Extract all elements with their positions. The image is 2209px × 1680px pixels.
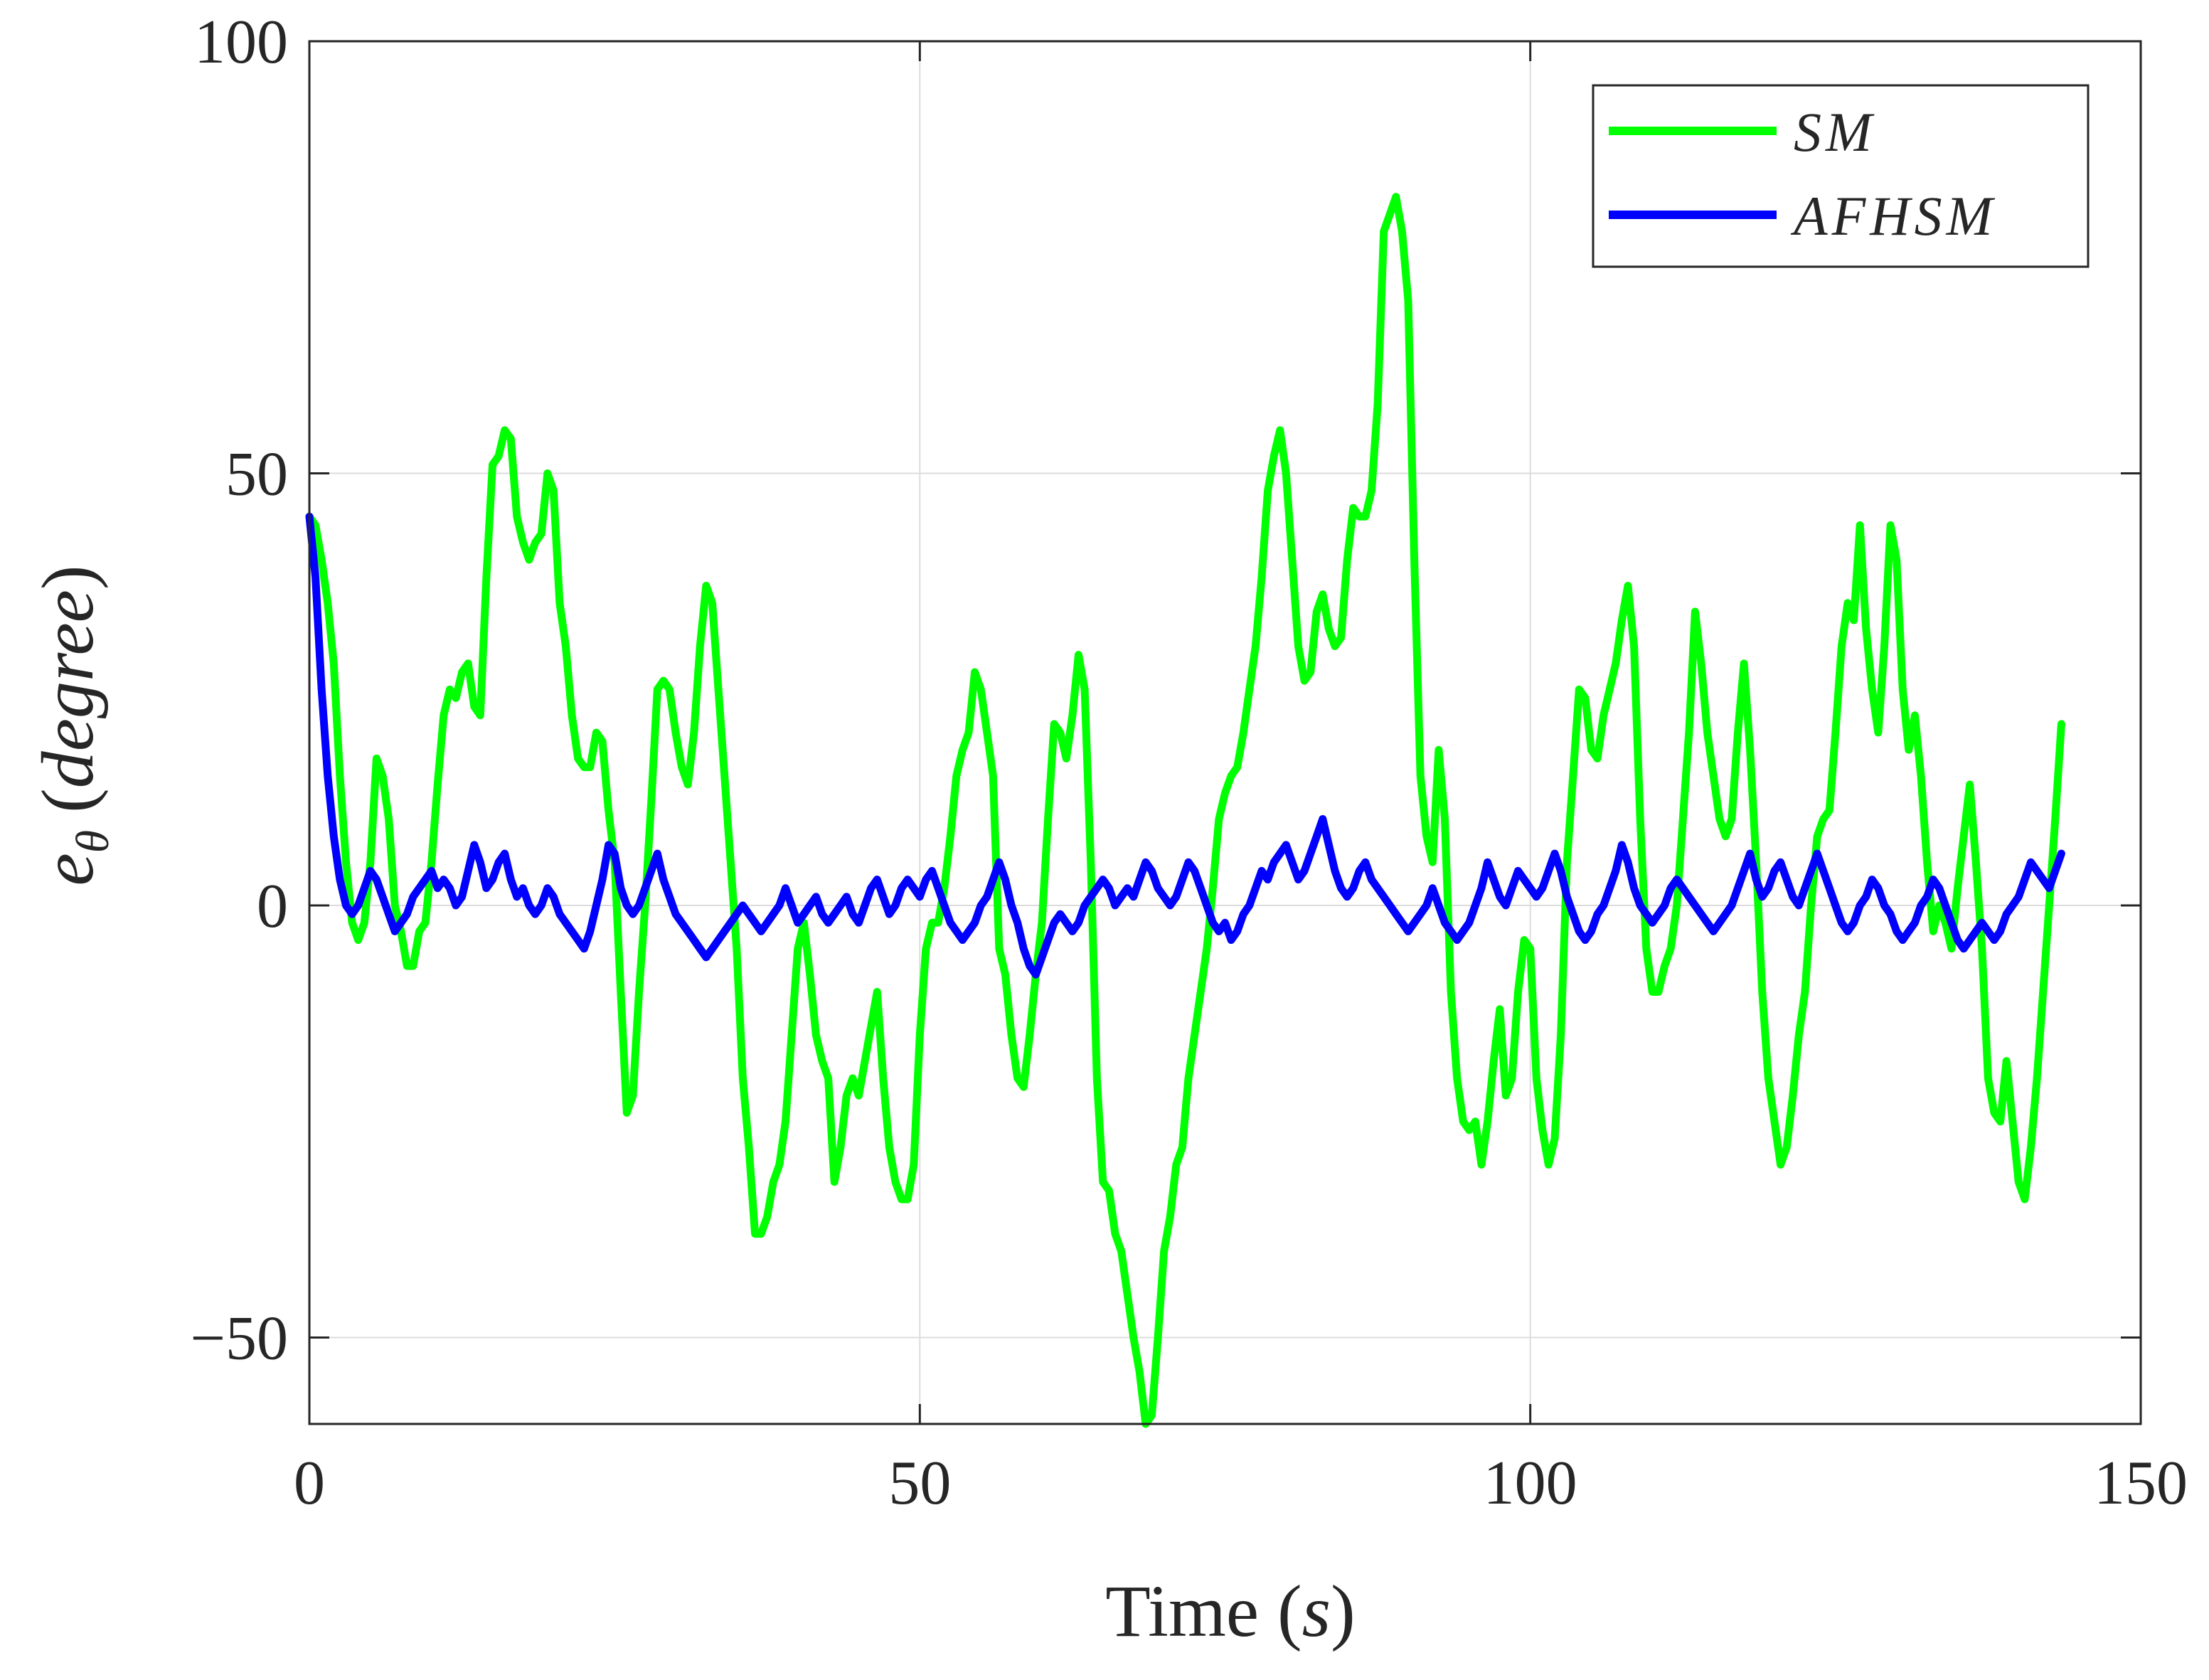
x-tick-label: 150 [2094, 1449, 2188, 1518]
axis-ticks: 0 50 100 150 −50 0 50 100 [190, 8, 2188, 1518]
legend: SM AFHSM [1592, 84, 2090, 268]
x-tick-label: 0 [294, 1449, 325, 1518]
y-tick-label: 0 [257, 872, 288, 941]
x-tick-label: 100 [1484, 1449, 1577, 1518]
y-tick-label: 50 [225, 440, 288, 509]
legend-label-afhsm: AFHSM [1790, 185, 1997, 247]
series-line-sm [305, 193, 2065, 1428]
y-tick-label: 100 [194, 8, 288, 77]
plot-series [305, 193, 2065, 1428]
axes-frame [308, 40, 2142, 1425]
x-tick-label: 50 [888, 1449, 951, 1518]
series-line-afhsm [305, 512, 2065, 979]
legend-box [1592, 84, 2090, 268]
legend-label-sm: SM [1794, 101, 1876, 163]
y-axis-label: eθ(degree) [27, 565, 119, 886]
x-axis-label: Time (s) [1105, 1570, 1356, 1652]
y-tick-label: −50 [190, 1304, 288, 1373]
